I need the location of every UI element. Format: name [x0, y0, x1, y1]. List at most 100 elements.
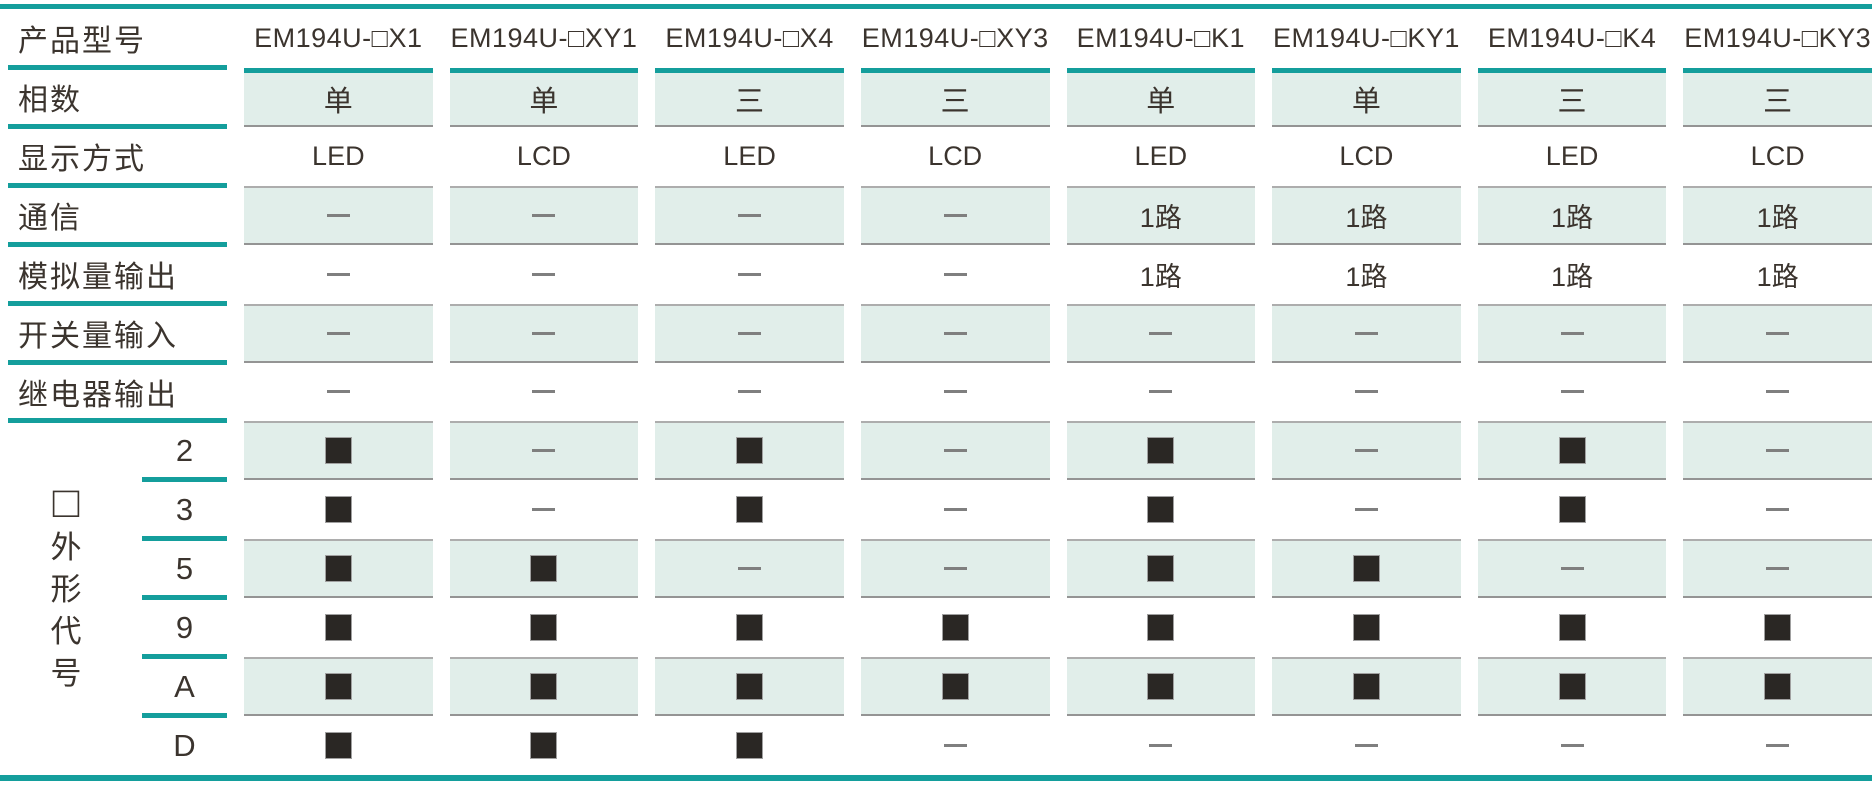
model-header-cell: EM194U-□X4: [665, 22, 834, 53]
shape-availability-cell: [1066, 539, 1256, 599]
filled-square-marker: [1147, 614, 1175, 642]
row-label: 开关量输入: [0, 304, 227, 365]
dash-marker: [738, 567, 762, 571]
dash-marker: [1560, 744, 1584, 748]
spec-value-cell: LED: [723, 140, 776, 171]
spec-value-cell: [449, 303, 639, 363]
spec-value-cell: LED: [1134, 140, 1188, 171]
shape-code-group-char: 外: [50, 530, 82, 565]
shape-availability-cell: [1272, 657, 1461, 717]
spec-value-cell: [1477, 303, 1667, 363]
dash-marker: [1766, 449, 1790, 453]
dash-marker: [738, 331, 762, 335]
teal-separator: [142, 595, 227, 601]
spec-value-cell: 三: [655, 67, 844, 127]
shape-availability-cell: [450, 480, 639, 539]
shape-availability-cell: [1477, 421, 1667, 481]
spec-value-cell: 1路: [1345, 261, 1388, 292]
dash-marker: [326, 331, 350, 335]
spec-value-cell: 1路: [1756, 261, 1799, 292]
shape-code-row-label-cell: 3: [0, 480, 227, 542]
teal-separator: [8, 418, 227, 424]
filled-square-marker: [530, 732, 558, 760]
dash-marker: [532, 272, 556, 276]
dash-marker: [532, 449, 556, 453]
teal-separator: [8, 64, 227, 70]
shape-availability-cell: [1683, 716, 1872, 775]
spec-value-cell: [1478, 363, 1667, 422]
filled-square-marker: [530, 614, 558, 642]
model-header-cell: EM194U-□X1: [254, 22, 423, 53]
filled-square-marker: [1147, 437, 1175, 465]
shape-availability-cell: [1272, 716, 1461, 775]
spec-value-cell: LED: [312, 140, 365, 171]
filled-square-marker: [941, 673, 969, 701]
teal-separator: [8, 300, 227, 306]
shape-availability-cell: [655, 657, 844, 717]
spec-value-cell: 单: [1272, 67, 1461, 127]
model-header-cell: EM194U-□XY3: [861, 22, 1049, 53]
spec-value-cell: 单: [244, 67, 433, 127]
table-top-border: [0, 4, 1872, 9]
model-header-cell: EM194U-□KY3: [1684, 22, 1872, 53]
teal-separator: [142, 477, 227, 483]
shape-availability-cell: [1272, 480, 1461, 539]
dash-marker: [1560, 390, 1584, 394]
shape-availability-cell: [244, 598, 433, 657]
table-bottom-border: [0, 775, 1872, 781]
filled-square-marker: [324, 555, 352, 583]
filled-square-marker: [1352, 555, 1380, 583]
dash-marker: [1766, 390, 1790, 394]
spec-value-cell: [244, 303, 433, 363]
model-header-cell: EM194U-□XY1: [450, 22, 638, 53]
shape-code-row-label-cell: 2: [0, 421, 227, 483]
teal-separator: [8, 241, 227, 247]
shape-availability-cell: [1478, 716, 1667, 775]
dash-marker: [1354, 331, 1378, 335]
spec-value-cell: [655, 185, 844, 245]
shape-availability-cell: [1683, 421, 1872, 481]
shape-code-row-label-cell: A: [0, 657, 227, 719]
shape-availability-cell: [244, 480, 433, 539]
dash-marker: [1560, 331, 1584, 335]
shape-availability-cell: [244, 421, 433, 481]
shape-availability-cell: [655, 421, 844, 481]
shape-code-group-char: 形: [50, 572, 82, 607]
row-label-product-model: 产品型号: [0, 9, 227, 70]
spec-value-cell: [860, 185, 1050, 245]
teal-separator: [8, 123, 227, 129]
shape-availability-cell: [1683, 598, 1872, 657]
filled-square-marker: [324, 614, 352, 642]
shape-code-label: D: [173, 727, 196, 763]
filled-square-marker: [736, 732, 764, 760]
shape-availability-cell: [449, 657, 639, 717]
spec-value-cell: LCD: [928, 140, 983, 171]
dash-marker: [532, 331, 556, 335]
teal-separator: [8, 182, 227, 188]
spec-value-cell: [450, 245, 639, 304]
shape-availability-cell: [1478, 598, 1667, 657]
shape-availability-cell: [1683, 539, 1872, 599]
shape-availability-cell: [1067, 716, 1256, 775]
filled-square-marker: [736, 614, 764, 642]
dash-marker: [326, 213, 350, 217]
shape-availability-cell: [1272, 539, 1461, 599]
dash-marker: [1560, 567, 1584, 571]
shape-availability-cell: [861, 716, 1050, 775]
model-header-cell: EM194U-□K4: [1487, 22, 1657, 53]
shape-code-group-label: □ 外形代号: [40, 479, 92, 695]
shape-availability-cell: [861, 480, 1050, 539]
spec-value-cell: [655, 245, 844, 304]
filled-square-marker: [1352, 614, 1380, 642]
spec-value-cell: [655, 303, 844, 363]
spec-value-cell: LCD: [1339, 140, 1394, 171]
shape-availability-cell: [1478, 480, 1667, 539]
dash-marker: [532, 390, 556, 394]
dash-marker: [1766, 331, 1790, 335]
shape-availability-cell: [449, 539, 639, 599]
dash-marker: [738, 213, 762, 217]
dash-marker: [943, 567, 967, 571]
shape-availability-cell: [1272, 598, 1461, 657]
filled-square-marker: [736, 673, 764, 701]
